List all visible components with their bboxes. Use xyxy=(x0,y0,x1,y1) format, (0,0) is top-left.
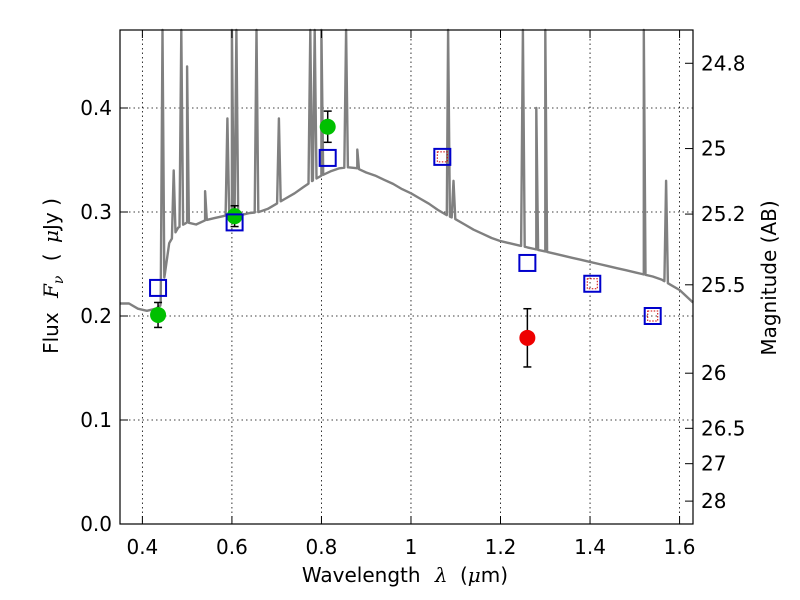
spectrum-line xyxy=(120,28,694,312)
model-square xyxy=(225,213,244,232)
x-tick-label: 0.8 xyxy=(306,535,338,559)
model-square xyxy=(149,278,168,297)
y2-tick-label: 25 xyxy=(701,137,726,161)
y2-tick-label: 25.2 xyxy=(701,202,746,226)
y-tick-label: 0.0 xyxy=(80,512,112,536)
x-tick-label: 1 xyxy=(405,535,418,559)
ticks: 0.4 0.6 0.8 1 1.2 1.4 1.6 0.0 0.1 0.2 0.3 0.4 24.8 25… xyxy=(80,30,746,559)
x-tick-label: 0.6 xyxy=(216,535,248,559)
y2-axis-title: Magnitude (AB) xyxy=(757,200,781,355)
model-square xyxy=(318,148,337,167)
x-tick-label: 1.4 xyxy=(574,535,606,559)
data-point xyxy=(150,306,167,323)
data-points xyxy=(149,110,662,368)
model-square-inner xyxy=(586,278,598,290)
plot-frame xyxy=(119,29,694,525)
data-point xyxy=(519,329,536,346)
model-square xyxy=(518,253,537,272)
x-tick-label: 1.6 xyxy=(664,535,696,559)
y2-tick-label: 24.8 xyxy=(701,51,746,75)
model-square xyxy=(433,147,452,166)
y-tick-label: 0.3 xyxy=(80,200,112,224)
y-tick-label: 0.2 xyxy=(80,304,112,328)
x-axis-title: Wavelength λ (μm) xyxy=(302,563,508,587)
grid xyxy=(120,30,693,525)
x-tick-label: 0.4 xyxy=(126,535,158,559)
data-point xyxy=(226,208,243,225)
y-axis-title: Flux Fν ( μJy ) xyxy=(39,198,68,354)
x-tick-label: 1.2 xyxy=(485,535,517,559)
model-square xyxy=(583,274,602,293)
y2-tick-label: 28 xyxy=(701,489,726,513)
model-square-inner xyxy=(647,310,659,322)
y2-tick-label: 26 xyxy=(701,361,726,385)
spectrum xyxy=(120,28,694,312)
data-point xyxy=(319,118,336,135)
y-tick-label: 0.4 xyxy=(80,96,112,120)
y2-tick-label: 26.5 xyxy=(701,416,746,440)
y2-tick-label: 27 xyxy=(701,452,726,476)
y-tick-label: 0.1 xyxy=(80,408,112,432)
model-square xyxy=(643,307,662,325)
model-square-inner xyxy=(436,151,448,163)
y2-tick-label: 25.5 xyxy=(701,273,746,297)
